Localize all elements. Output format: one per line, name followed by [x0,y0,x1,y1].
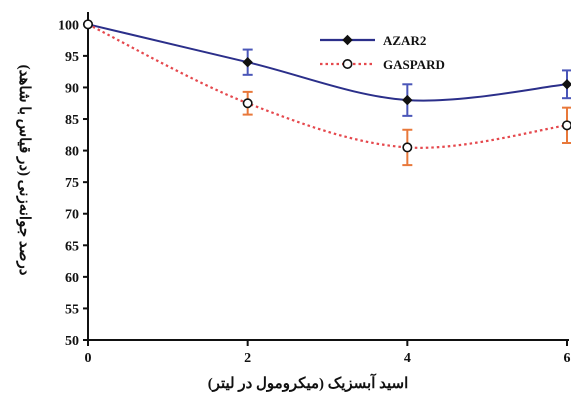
series-gaspard [84,20,571,165]
y-tick-label: 50 [65,334,79,349]
legend-marker [343,60,351,68]
y-tick-label: 85 [65,113,79,128]
series-layer [84,20,571,165]
legend-item-azar2: AZAR2 [320,33,426,48]
y-axis-label: درصد جوانه‌زنی (در قیاس با شاهد) [16,65,32,276]
data-point [84,20,92,28]
y-tick-label: 95 [65,50,79,65]
series-line-gaspard [88,24,567,148]
data-point [243,99,251,107]
data-point [403,143,411,151]
data-point [403,96,412,105]
legend-label: AZAR2 [383,33,426,48]
legend-item-gaspard: GASPARD [320,57,445,72]
y-tick-label: 100 [58,18,79,33]
series-line-azar2 [88,24,567,100]
y-tick-label: 90 [65,81,79,96]
legend-marker [343,36,352,45]
y-tick-label: 70 [65,208,79,223]
x-tick-label: 0 [85,351,92,366]
y-tick-label: 60 [65,271,79,286]
legend: AZAR2 GASPARD [320,33,445,72]
y-tick-label: 80 [65,145,79,160]
data-point [563,80,571,89]
y-tick-label: 75 [65,176,79,191]
axes: 50 55 60 65 70 75 80 85 90 95 100 0 2 4 6 [58,12,571,366]
legend-label: GASPARD [383,57,445,72]
series-azar2 [84,20,571,116]
x-tick-label: 4 [404,351,411,366]
x-tick-label: 6 [564,351,571,366]
y-tick-label: 65 [65,239,79,254]
y-tick-label: 55 [65,302,79,317]
x-axis-label: اسید آبسزیک (میکرومول در لیتر) [208,373,409,392]
data-point [563,121,571,129]
x-tick-label: 2 [244,351,251,366]
data-point [243,58,252,67]
